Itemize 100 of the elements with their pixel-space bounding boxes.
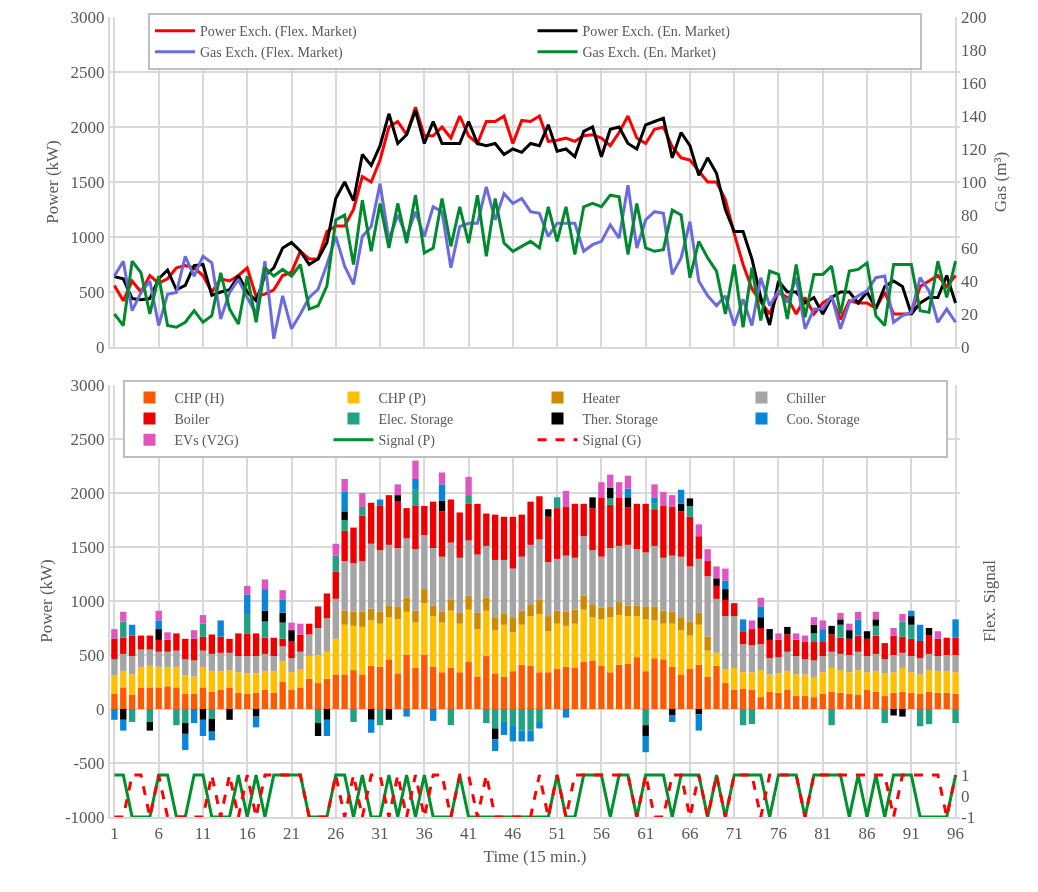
bar — [589, 617, 596, 661]
bar — [615, 497, 623, 546]
bar — [474, 629, 481, 677]
legend-label: Power Exch. (Flex. Market) — [200, 24, 358, 41]
bar — [819, 672, 826, 694]
bar — [385, 659, 393, 709]
bar — [571, 557, 579, 610]
y-tick-label: 500 — [79, 282, 105, 302]
bar — [341, 530, 348, 562]
bar — [899, 636, 906, 653]
bar — [376, 611, 384, 624]
bar — [748, 629, 756, 646]
bar — [766, 658, 773, 675]
bar — [491, 709, 499, 729]
bar — [376, 499, 384, 506]
y-tick-label: 1000 — [70, 227, 105, 247]
bar — [837, 619, 844, 625]
bar — [509, 617, 517, 633]
bar — [669, 715, 676, 722]
bar — [421, 535, 428, 590]
bar — [217, 671, 224, 690]
bar — [226, 687, 233, 709]
bar — [695, 624, 702, 665]
y2-tick-label: 1 — [961, 766, 970, 786]
bar — [244, 693, 251, 709]
bar — [589, 660, 596, 709]
bar — [757, 606, 764, 618]
bar — [288, 672, 295, 690]
bar — [916, 674, 924, 694]
bar — [863, 631, 871, 639]
bar — [341, 561, 348, 611]
bar — [704, 650, 711, 677]
bar — [111, 629, 118, 639]
bar — [846, 693, 853, 709]
bar — [429, 605, 437, 617]
bar — [314, 606, 322, 628]
bar — [394, 673, 401, 709]
bar — [651, 606, 658, 621]
y2-axis-title: Flex. Signal — [979, 559, 999, 643]
bar — [837, 637, 844, 654]
bar — [784, 626, 791, 635]
bar — [793, 674, 800, 697]
bar — [474, 503, 481, 555]
bar — [890, 655, 897, 673]
x-tick-label: 91 — [902, 824, 920, 844]
bar — [642, 503, 649, 553]
bar — [491, 514, 499, 560]
bar — [624, 497, 632, 508]
bar — [323, 593, 331, 619]
bar — [545, 631, 552, 673]
bar — [509, 725, 517, 742]
bar — [677, 617, 685, 631]
bar — [155, 620, 162, 630]
bar — [934, 671, 942, 693]
bar — [872, 671, 880, 692]
bar — [819, 693, 826, 709]
y-tick-label: 1500 — [70, 172, 105, 192]
bar — [190, 660, 198, 677]
bar — [359, 611, 366, 627]
bar — [553, 610, 561, 624]
bar — [881, 659, 888, 674]
bar — [146, 721, 154, 731]
bar — [633, 605, 641, 617]
bar — [173, 650, 180, 667]
bar — [925, 691, 933, 709]
bar — [438, 622, 446, 673]
bar — [854, 694, 862, 709]
bar — [155, 629, 162, 640]
bar — [111, 709, 118, 720]
bar — [837, 692, 844, 709]
bar — [199, 687, 207, 709]
bar — [518, 514, 525, 557]
bar — [438, 611, 446, 623]
bar — [509, 516, 517, 569]
y-tick-label: 2000 — [70, 117, 105, 137]
bar — [739, 688, 747, 709]
bar — [677, 556, 685, 618]
bar — [545, 509, 552, 517]
bar — [279, 599, 286, 613]
x-axis-title: Time (15 min.) — [483, 847, 587, 867]
bar — [500, 516, 508, 560]
bar — [323, 618, 331, 652]
bar — [394, 619, 401, 674]
bar — [314, 683, 322, 709]
bar — [704, 549, 711, 562]
x-tick-label: 26 — [327, 824, 345, 844]
bar — [784, 634, 791, 652]
bar — [447, 610, 455, 668]
y-tick-label: 0 — [96, 337, 105, 357]
bar — [952, 693, 959, 709]
y-tick-label: 2500 — [70, 429, 105, 449]
bar — [518, 664, 525, 709]
bar — [536, 721, 543, 729]
bar — [474, 676, 481, 709]
bar — [190, 638, 198, 661]
bar — [465, 476, 472, 496]
bar — [350, 670, 357, 709]
bar — [341, 610, 348, 625]
bar — [810, 677, 818, 698]
bar — [456, 623, 463, 673]
